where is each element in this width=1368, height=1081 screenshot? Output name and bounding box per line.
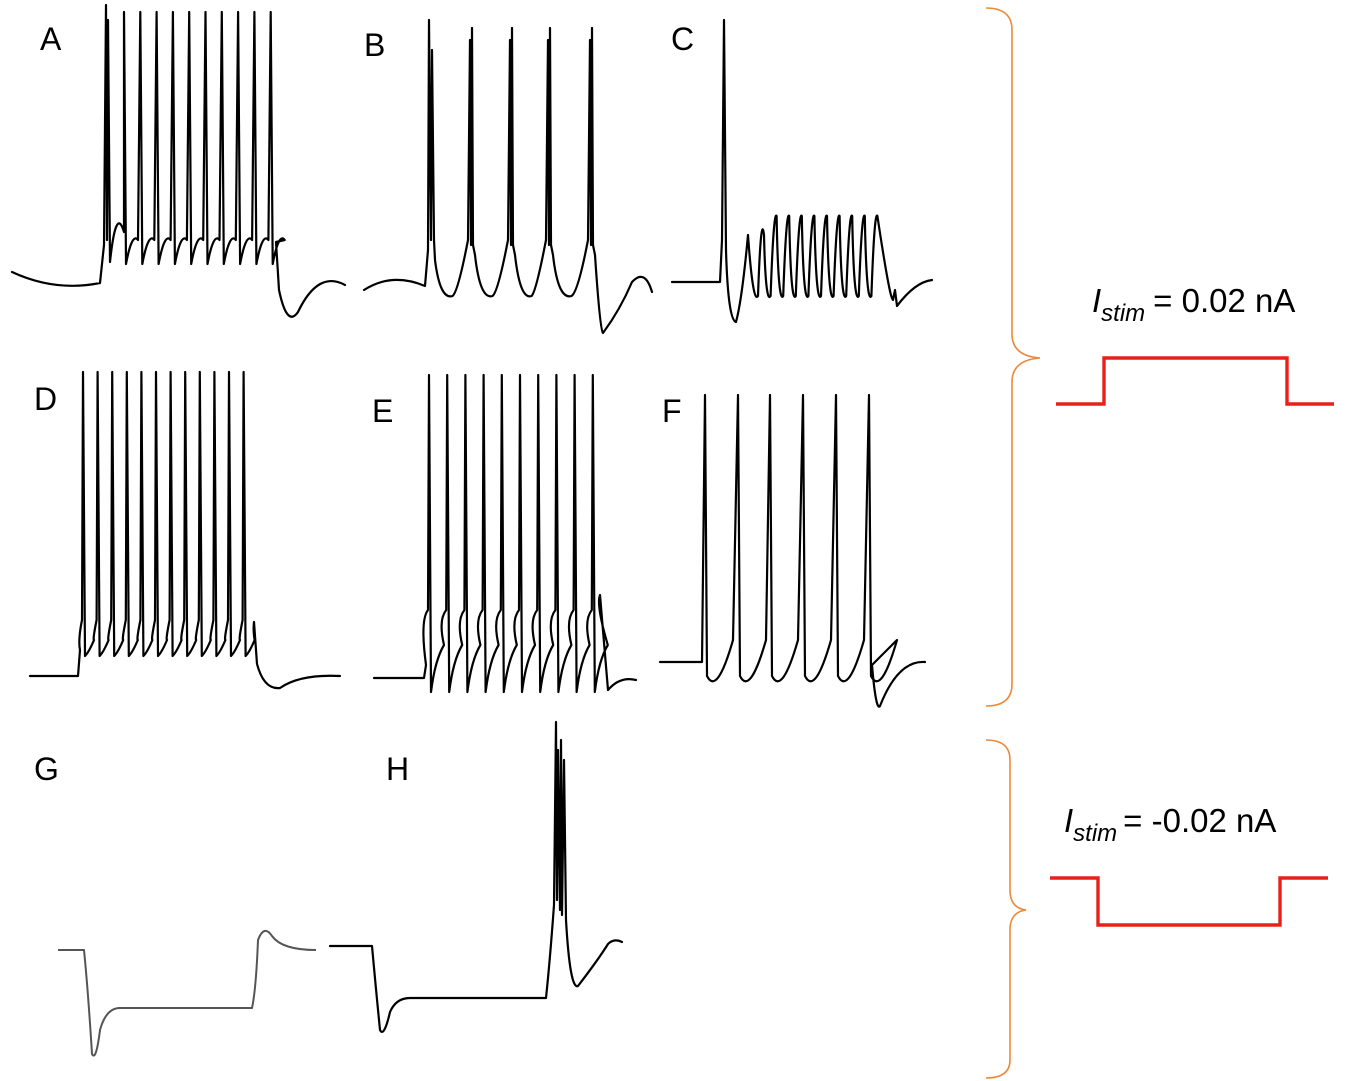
stim-symbol-negative: I	[1064, 802, 1073, 839]
voltage-trace-g	[58, 929, 317, 1057]
voltage-trace-e	[372, 373, 638, 694]
stim-label-negative: Istim = -0.02 nA	[1064, 802, 1276, 847]
panel-label-e: E	[372, 393, 393, 429]
panel-label-b: B	[364, 27, 385, 63]
bracket-negative	[985, 739, 1027, 1079]
voltage-trace-f	[658, 393, 927, 708]
panel-label-h: H	[386, 751, 409, 787]
voltage-trace-c	[670, 18, 934, 324]
panel-label-a: A	[40, 21, 62, 57]
panel-label-f: F	[662, 393, 682, 429]
stim-subscript-negative: stim	[1073, 820, 1117, 847]
voltage-trace-a	[10, 3, 347, 318]
stim-subscript-positive: stim	[1101, 300, 1145, 327]
panel-label-c: C	[671, 21, 694, 57]
voltage-trace-b	[362, 18, 654, 335]
stim-label-positive: Istim = 0.02 nA	[1092, 282, 1295, 327]
stim-symbol-positive: I	[1092, 282, 1101, 319]
panel-label-d: D	[34, 381, 57, 417]
stim-value-positive: = 0.02 nA	[1153, 282, 1295, 319]
voltage-trace-h	[328, 720, 624, 1033]
stim-waveform-negative	[1050, 876, 1328, 927]
bracket-positive	[985, 7, 1041, 707]
panel-label-g: G	[34, 751, 59, 787]
stim-value-negative: = -0.02 nA	[1123, 802, 1276, 839]
voltage-trace-d	[28, 370, 342, 690]
stim-waveform-positive	[1056, 356, 1334, 406]
